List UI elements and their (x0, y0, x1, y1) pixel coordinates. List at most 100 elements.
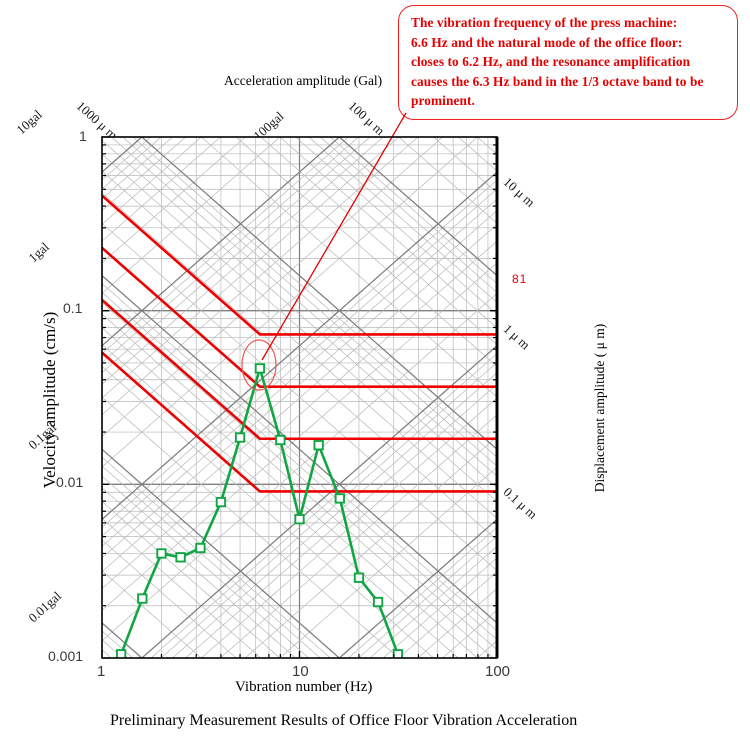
accel-diagonal (102, 396, 400, 658)
accel-diagonal (102, 475, 310, 658)
disp-diagonal (185, 383, 497, 658)
accel-diagonal (319, 137, 497, 293)
accel-diagonal (102, 0, 497, 19)
y-axis-ticks (102, 136, 497, 659)
peak-highlight-ellipse (241, 339, 277, 391)
data-point-marker (137, 593, 148, 604)
callout-line-1: The vibration frequency of the press mac… (411, 15, 678, 30)
accel-diagonal (235, 137, 497, 367)
accel-diagonal (102, 292, 497, 641)
accel-diagonal (102, 223, 497, 571)
data-point-marker (275, 434, 286, 446)
grid-diagonal-minor (102, 0, 497, 750)
accel-diagonal (476, 137, 497, 155)
accel-diagonal (102, 327, 478, 658)
disp-diagonal (102, 0, 497, 67)
top-axis-title: Acceleration amplitude (Gal) (224, 73, 383, 88)
env-factor-curve-factor-2 (102, 298, 497, 441)
disp-diagonal (102, 198, 497, 547)
data-point-marker (115, 649, 127, 658)
accel-diagonal (102, 0, 497, 102)
disp-diagonal (102, 137, 349, 354)
env-factor-curve-factor-1 (102, 351, 497, 493)
disp-diagonal (102, 137, 444, 437)
accel-diagonal (122, 137, 497, 467)
accel-diagonal (329, 137, 497, 284)
disp-diagonal (357, 535, 497, 658)
y-tick-0.1: 0.1 (63, 300, 83, 316)
disp-diagonal (102, 137, 384, 385)
disp-diagonal (102, 0, 497, 25)
disp-diagonal (102, 262, 497, 611)
env-factor-curve-factor-4 (102, 246, 497, 388)
disp-diagonal (171, 372, 497, 658)
environmental-factor-curves (102, 194, 497, 493)
accel-diagonal (492, 137, 497, 141)
disp-diagonal (244, 436, 497, 658)
disp-diagonal (102, 0, 497, 89)
disp-diagonal (102, 0, 497, 37)
accel-diagonal (102, 283, 497, 632)
accel-diagonal (102, 501, 281, 658)
disp-diagonal (102, 179, 497, 528)
callout-line-4: causes the 6.3 Hz band in the 1/3 octave… (411, 73, 704, 89)
disp-diagonal (102, 240, 497, 589)
disp-diagonal (102, 137, 187, 211)
grid-major (102, 137, 497, 658)
callout-line-3: closes to 6.2 Hz, and the resonance ampl… (411, 54, 691, 69)
disp-diagonal (102, 137, 173, 200)
accel-diagonal (102, 313, 494, 658)
disp-diagonal (102, 0, 497, 15)
accel-diagonal (102, 153, 497, 502)
accel-diagonal (102, 140, 497, 489)
disp-diagonal (102, 293, 497, 642)
callout-line-2: 6.6 Hz and the natural mode of the offic… (411, 34, 683, 50)
disp-diagonal (102, 210, 497, 559)
disp-diagonal (102, 137, 281, 294)
disp-diagonal (102, 693, 497, 750)
accel-diagonal (102, 649, 112, 658)
accel-diagonal (102, 518, 262, 658)
disp-diagonal (102, 137, 246, 264)
data-point-marker (254, 363, 266, 374)
accel-diagonal (102, 275, 497, 624)
accel-diagonal (102, 0, 497, 119)
accel-diagonal (102, 465, 321, 658)
accel-diagonal (279, 137, 497, 329)
x-axis-title: Vibration number (Hz) (235, 679, 373, 695)
data-point-marker (234, 432, 246, 443)
disp-diagonal (102, 137, 400, 399)
y-tick-0.001: 0.001 (48, 648, 84, 664)
data-point-marker (156, 548, 167, 559)
accel-diagonal (102, 539, 237, 658)
accel-diagonal (110, 137, 497, 477)
accel-diagonal (338, 137, 497, 277)
disp-diagonal (219, 414, 497, 658)
disp-diagonal (417, 588, 497, 658)
data-point-marker (175, 552, 186, 563)
disp-diagonal (102, 137, 341, 347)
callout-leader-line (261, 112, 407, 361)
data-point-marker (353, 572, 365, 583)
callout-line-5: prominent. (411, 93, 475, 108)
accel-diagonal (102, 170, 497, 519)
marker-81-label: 81 (512, 272, 528, 286)
disp-diagonal (102, 0, 497, 6)
accel-diagonal (398, 137, 497, 224)
disp-diagonal (102, 137, 371, 373)
data-point-marker (313, 440, 324, 451)
disp-diagonal (102, 137, 221, 242)
annotation-callout: The vibration frequency of the press mac… (398, 5, 738, 120)
accel-diagonal (102, 0, 497, 50)
accel-diagonal (102, 714, 497, 750)
data-point-marker (195, 542, 206, 554)
accel-diagonal (260, 137, 497, 345)
accel-diagonal (308, 137, 497, 303)
disp-diagonal (102, 0, 497, 51)
accel-diagonal (102, 366, 435, 658)
disp-diagonal (150, 353, 497, 658)
accel-diagonal (102, 744, 497, 750)
disp-diagonal (398, 571, 497, 658)
disp-diagonal (200, 397, 497, 658)
